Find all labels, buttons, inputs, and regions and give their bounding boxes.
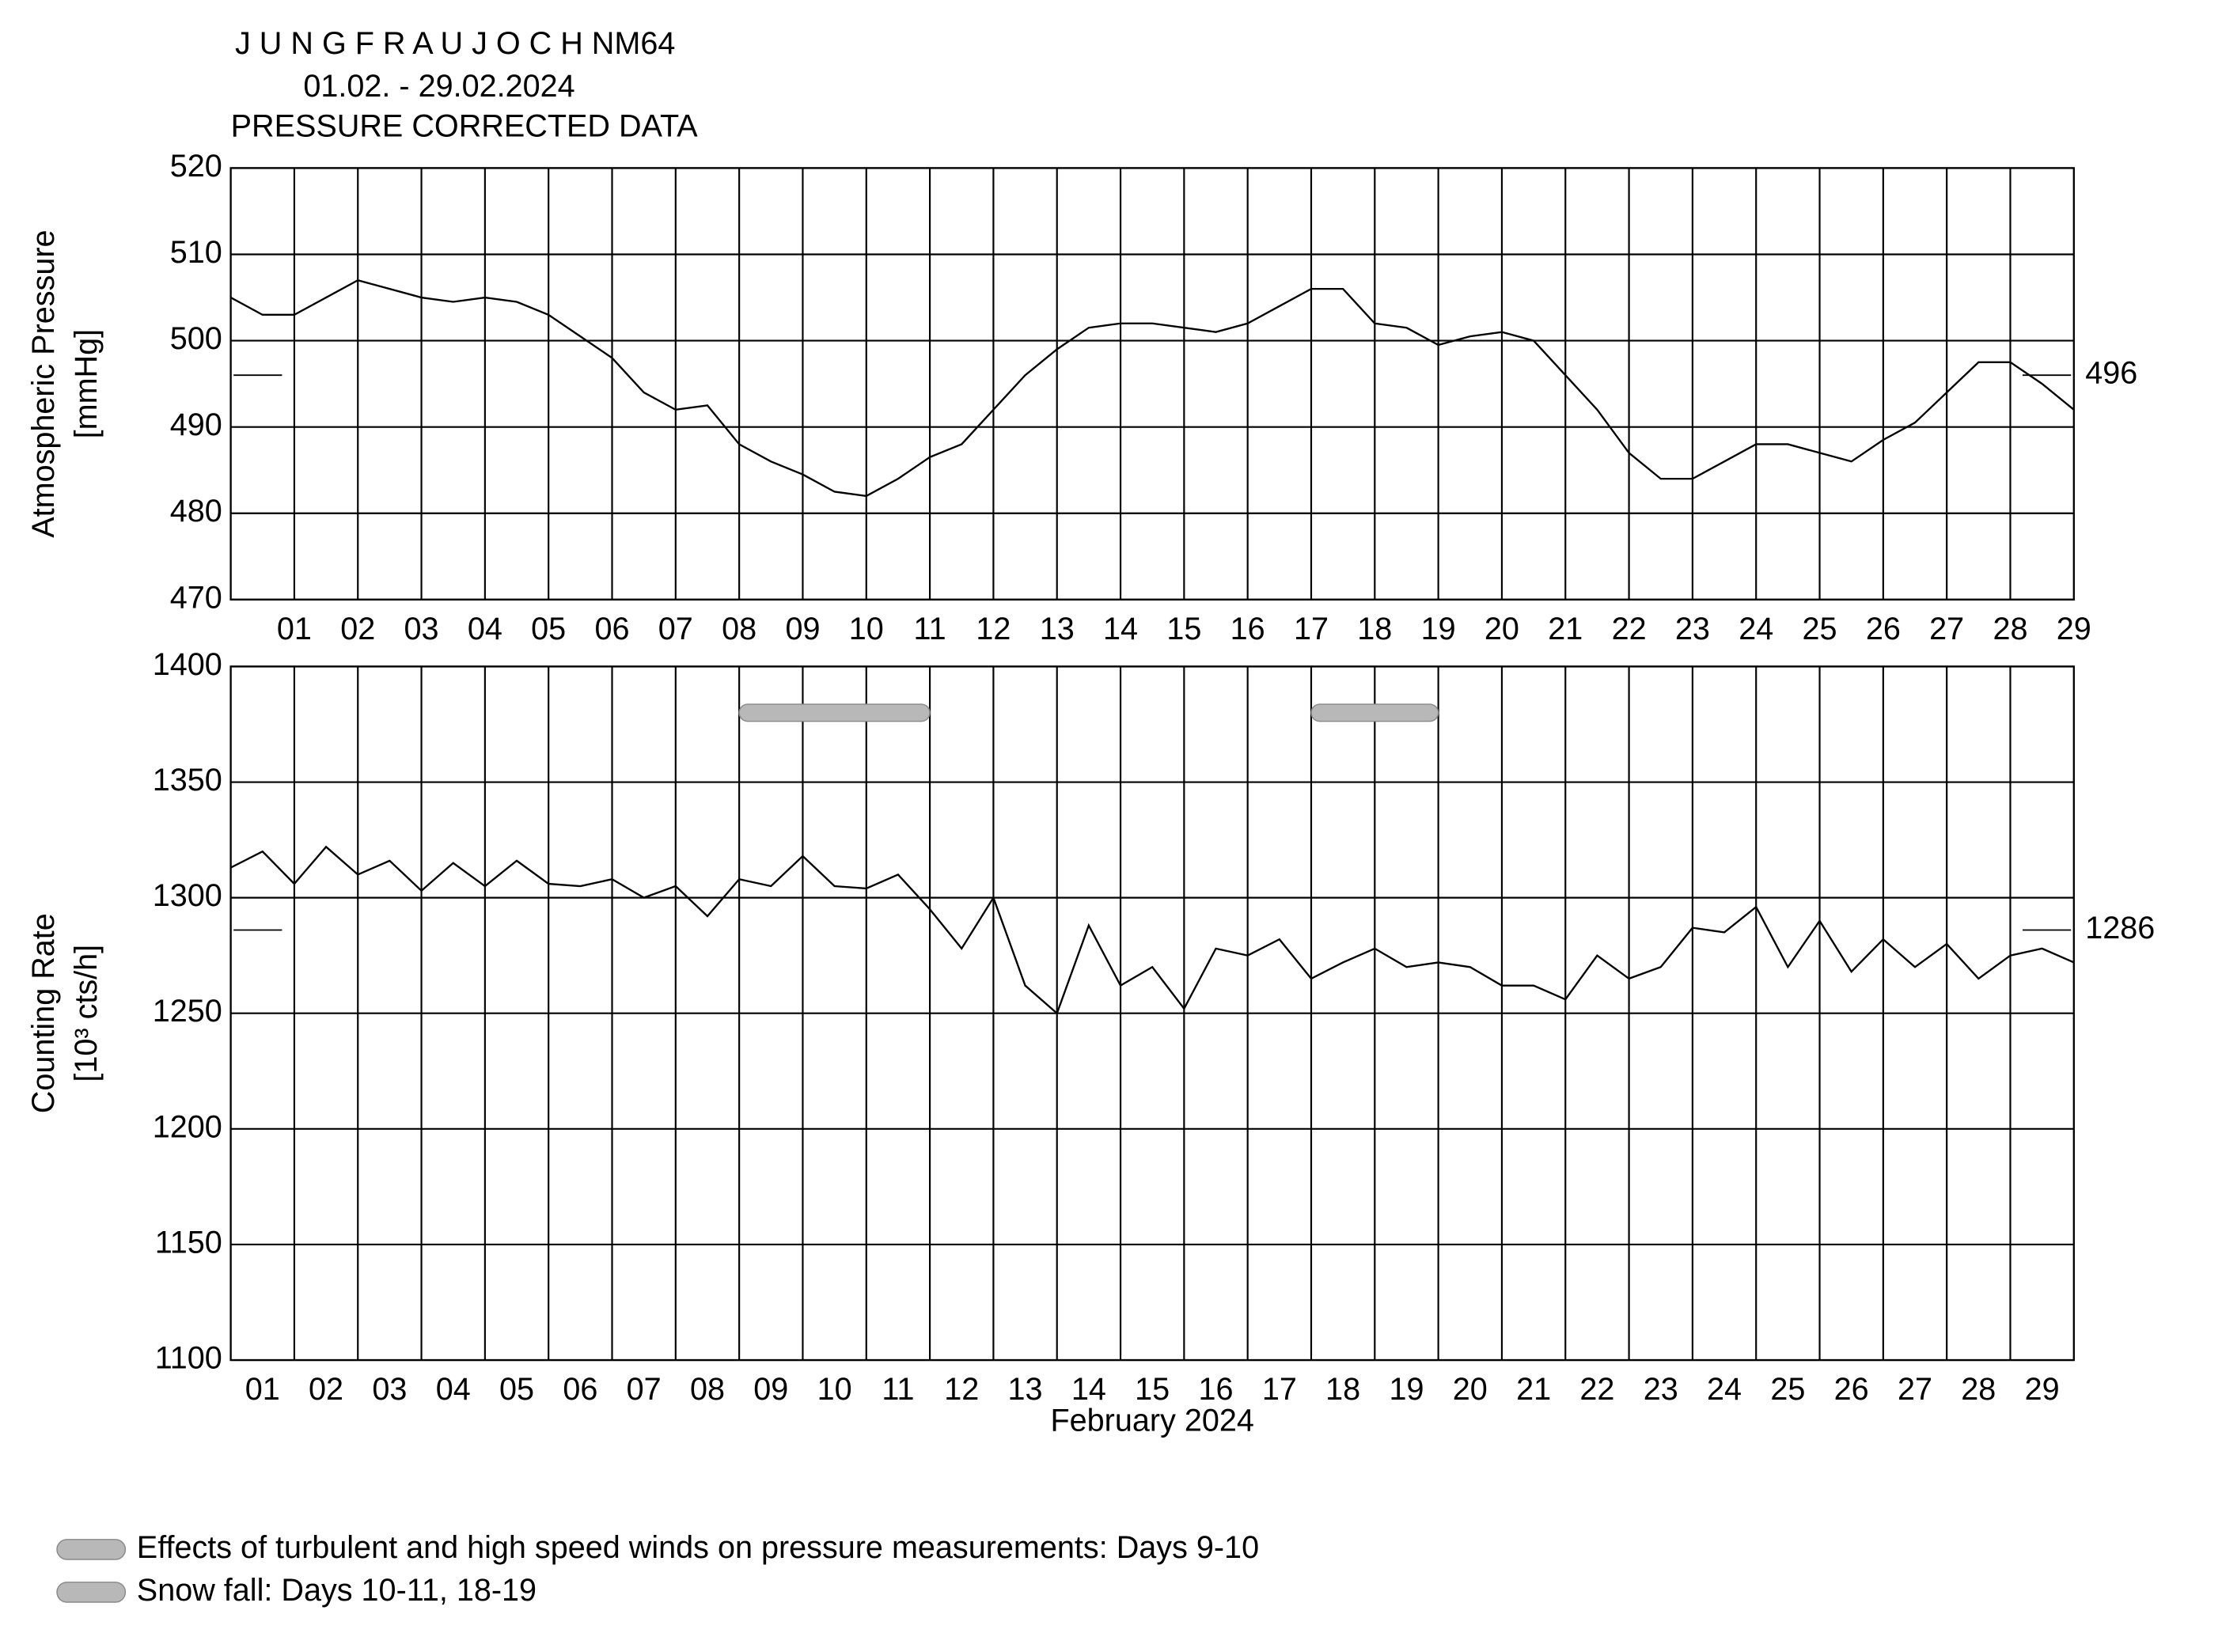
x-tick-label: 26: [1866, 612, 1901, 646]
subtitle: PRESSURE CORRECTED DATA: [231, 108, 699, 143]
x-tick-label: 03: [404, 612, 439, 646]
x-tick-label: 27: [1898, 1372, 1932, 1407]
x-tick-label: 07: [627, 1372, 662, 1407]
x-tick-label: 25: [1803, 612, 1837, 646]
x-tick-label: 18: [1325, 1372, 1360, 1407]
x-tick-label: 28: [1961, 1372, 1996, 1407]
x-tick-label: 24: [1739, 612, 1773, 646]
x-tick-label: 11: [914, 612, 946, 646]
x-tick-label: 12: [976, 612, 1011, 646]
x-tick-label: 21: [1548, 612, 1583, 646]
legend-label: Effects of turbulent and high speed wind…: [137, 1530, 1259, 1565]
y-tick-label: 1350: [153, 763, 222, 798]
data-line: [230, 278, 2075, 498]
x-tick-label: 07: [658, 612, 693, 646]
x-tick-label: 05: [499, 1372, 534, 1407]
x-tick-label: 22: [1579, 1372, 1614, 1407]
x-tick-label: 10: [849, 612, 884, 646]
y-tick-label: 1100: [155, 1340, 222, 1375]
x-tick-label: 26: [1834, 1372, 1869, 1407]
x-tick-label: 14: [1071, 1372, 1106, 1407]
x-tick-label: 12: [944, 1372, 979, 1407]
y-tick-label: 520: [170, 149, 222, 184]
x-tick-label: 02: [340, 612, 375, 646]
y-tick-label: 480: [170, 494, 222, 529]
y-tick-label: 1300: [153, 878, 222, 913]
x-tick-label: 22: [1612, 612, 1647, 646]
x-tick-label: 09: [785, 612, 820, 646]
plot-frame: [229, 167, 2075, 601]
legend-label: Snow fall: Days 10-11, 18-19: [137, 1573, 537, 1608]
x-tick-label: 01: [245, 1372, 280, 1407]
x-tick-label: 02: [309, 1372, 343, 1407]
title: J U N G F R A U J O C H NM64: [235, 26, 675, 61]
y-tick-label: 1200: [153, 1109, 222, 1144]
x-tick-label: 23: [1675, 612, 1710, 646]
y-tick-label: 1400: [153, 647, 222, 682]
x-tick-label: 04: [436, 1372, 471, 1407]
x-tick-label: 14: [1103, 612, 1138, 646]
x-tick-label: 13: [1040, 612, 1075, 646]
plot-frame: [229, 665, 2075, 1362]
x-tick-label: 19: [1421, 612, 1456, 646]
x-tick-label: 08: [722, 612, 756, 646]
x-tick-label: 04: [468, 612, 502, 646]
x-tick-label: 09: [753, 1372, 788, 1407]
x-tick-label: 18: [1357, 612, 1392, 646]
event-band: [738, 703, 931, 722]
x-tick-label: 05: [531, 612, 566, 646]
x-tick-label: 20: [1484, 612, 1519, 646]
y-axis-label: Counting Rate: [26, 913, 61, 1113]
y-tick-label: 1150: [155, 1225, 222, 1260]
x-tick-label: 17: [1294, 612, 1329, 646]
data-line: [230, 845, 2075, 1015]
x-tick-label: 15: [1166, 612, 1201, 646]
x-tick-label: 06: [594, 612, 629, 646]
x-tick-label: 29: [2057, 612, 2091, 646]
x-tick-label: 25: [1770, 1372, 1805, 1407]
y-tick-label: 470: [170, 580, 222, 615]
y-axis-label: Atmospheric Pressure: [26, 229, 61, 537]
legend-swatch: [56, 1582, 127, 1603]
event-band: [1310, 703, 1439, 722]
x-tick-label: 06: [563, 1372, 597, 1407]
x-tick-label: 29: [2025, 1372, 2060, 1407]
x-tick-label: 11: [882, 1372, 914, 1407]
x-tick-label: 01: [277, 612, 312, 646]
x-tick-label: 16: [1199, 1372, 1234, 1407]
x-tick-label: 15: [1135, 1372, 1170, 1407]
x-tick-label: 08: [690, 1372, 725, 1407]
y-tick-label: 500: [170, 321, 222, 356]
legend-swatch: [56, 1539, 127, 1560]
x-axis-label: February 2024: [1050, 1404, 1253, 1438]
x-tick-label: 21: [1516, 1372, 1551, 1407]
x-tick-label: 27: [1929, 612, 1964, 646]
x-tick-label: 17: [1262, 1372, 1297, 1407]
x-tick-label: 23: [1644, 1372, 1678, 1407]
reference-label: 1286: [2085, 911, 2155, 945]
x-tick-label: 16: [1230, 612, 1265, 646]
x-tick-label: 03: [372, 1372, 407, 1407]
x-tick-label: 13: [1008, 1372, 1043, 1407]
x-tick-label: 28: [1993, 612, 2027, 646]
x-tick-label: 20: [1453, 1372, 1488, 1407]
subtitle: 01.02. - 29.02.2024: [303, 69, 574, 104]
x-tick-label: 19: [1389, 1372, 1424, 1407]
x-tick-label: 24: [1707, 1372, 1742, 1407]
y-tick-label: 490: [170, 407, 222, 442]
y-axis-label: [mmHg]: [69, 329, 104, 439]
y-tick-label: 510: [170, 235, 222, 270]
x-tick-label: 10: [817, 1372, 852, 1407]
y-tick-label: 1250: [153, 994, 222, 1029]
y-axis-label: [10³ cts/h]: [69, 945, 104, 1082]
reference-label: 496: [2085, 356, 2137, 391]
